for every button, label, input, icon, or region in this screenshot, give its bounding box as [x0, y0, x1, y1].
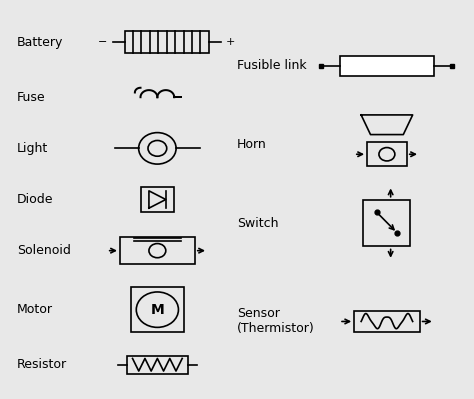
Text: Resistor: Resistor [17, 358, 67, 371]
Bar [131, 287, 184, 332]
Bar [127, 356, 188, 373]
Text: +: + [225, 37, 235, 47]
Bar [364, 200, 410, 246]
Text: Light: Light [17, 142, 48, 155]
Text: Switch: Switch [237, 217, 279, 229]
Text: Horn: Horn [237, 138, 267, 151]
Bar [120, 237, 195, 265]
Bar [141, 187, 174, 212]
Text: Fuse: Fuse [17, 91, 46, 104]
Text: −: − [97, 37, 107, 47]
Bar [125, 31, 209, 53]
Text: Diode: Diode [17, 193, 54, 206]
Text: Sensor
(Thermistor): Sensor (Thermistor) [237, 308, 315, 336]
Text: Fusible link: Fusible link [237, 59, 307, 72]
Bar [354, 311, 419, 332]
Text: Solenoid: Solenoid [17, 244, 71, 257]
Bar [367, 142, 407, 166]
Text: M: M [150, 303, 164, 317]
Bar [340, 56, 434, 75]
Text: Motor: Motor [17, 303, 53, 316]
Text: Battery: Battery [17, 36, 63, 49]
